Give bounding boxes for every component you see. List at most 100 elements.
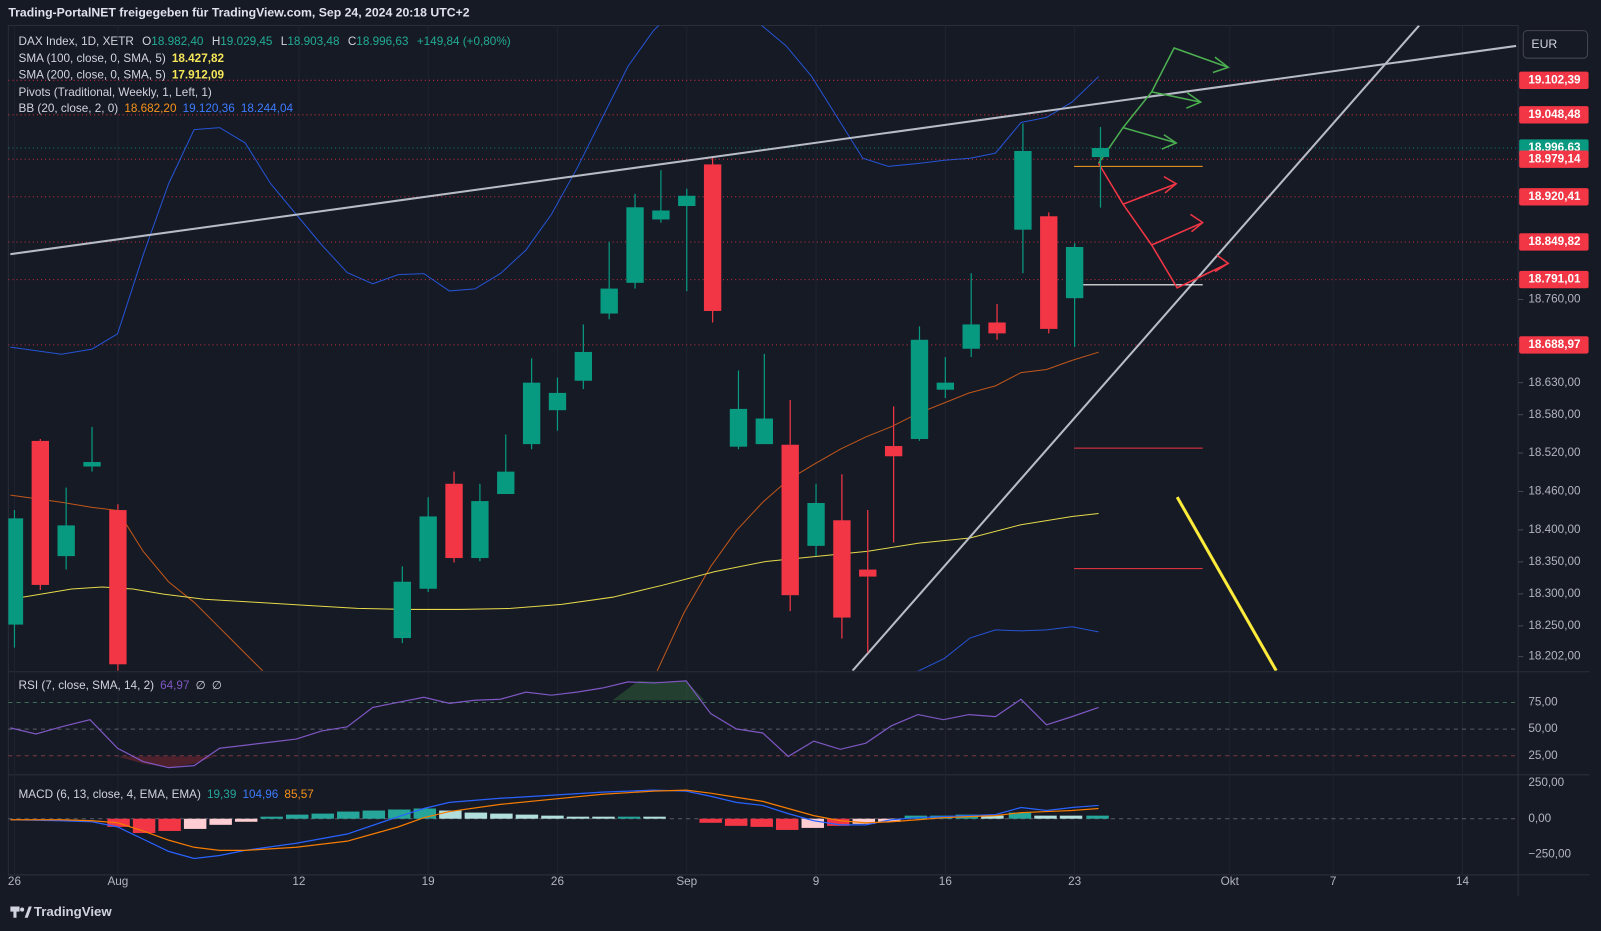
rsi-tick-label: 50,00 (1528, 722, 1558, 735)
price-tick-label: 18.400,00 (1528, 523, 1581, 536)
plot-frame (7, 25, 1519, 876)
candle-body (393, 581, 412, 639)
rsi-tick-label: 75,00 (1528, 696, 1558, 709)
candle-body (600, 288, 618, 314)
time-tick-label: 26 (551, 875, 564, 888)
legend-indicator: SMA (200, close, 0, SMA, 5) 17.912,09 (19, 69, 225, 82)
indicator-value: 18.682,20 (124, 102, 177, 115)
candle-body (910, 339, 929, 439)
time-tick-label: 14 (1456, 875, 1470, 888)
candle-body (652, 210, 670, 220)
price-marker-label: 19.048,48 (1528, 108, 1581, 121)
candle-body (57, 525, 75, 557)
indicator-value: 18.427,82 (172, 52, 225, 65)
projection-line (1175, 496, 1278, 671)
candle-body (8, 518, 24, 625)
change: +149,84 (+0,80%) (417, 35, 511, 48)
indicator-name: SMA (100, close, 0, SMA, 5) (19, 52, 166, 65)
price-marker-label: 18.791,01 (1528, 273, 1581, 286)
price-marker (1519, 106, 1589, 124)
candle-body (807, 502, 825, 546)
price-tick-label: 18.300,00 (1528, 587, 1581, 600)
price-axis: 18.760,00 18.630,00 18.580,00 18.520,00 18.4… (8, 71, 1589, 861)
macd-plot (10, 789, 1109, 860)
price-marker-label: 18.920,41 (1528, 190, 1581, 203)
ohlc-value: 18.982,40 (151, 35, 204, 48)
time-tick-label: 12 (292, 875, 305, 888)
indicator-name: BB (20, close, 2, 0) (19, 102, 119, 115)
price-tick-label: 18.520,00 (1528, 446, 1581, 459)
candle-body (703, 164, 722, 311)
candle-body (962, 324, 980, 349)
price-tick-label: 18.350,00 (1528, 555, 1581, 568)
time-tick-label: 19 (422, 875, 435, 888)
candle-body (1091, 148, 1110, 158)
candle-body (755, 418, 774, 445)
currency-button[interactable] (1522, 30, 1589, 59)
macd-value: 85,57 (284, 788, 313, 801)
candle-body (626, 207, 644, 283)
indicator-name: Pivots (Traditional, Weekly, 1, Left, 1) (19, 86, 212, 99)
candle-body (988, 322, 1006, 334)
ohlc-key: L (281, 35, 288, 48)
time-tick-label: Sep (676, 875, 697, 888)
candle-body (419, 516, 437, 589)
trend-line (851, 25, 1420, 671)
legend-main: DAX Index, 1D, XETR O18.982,40 H19.029,4… (19, 35, 511, 48)
candle-body (445, 483, 463, 559)
macd-tick-label: 250,00 (1528, 776, 1564, 789)
price-tick-label: 18.760,00 (1528, 293, 1581, 306)
currency-label[interactable]: EUR (1531, 37, 1557, 51)
candle-body (1014, 150, 1032, 230)
price-marker (1519, 150, 1589, 168)
macd-tick-label: 0,00 (1528, 812, 1551, 825)
price-marker (1519, 71, 1589, 89)
macd-name: MACD (6, 13, close, 4, EMA, EMA) (19, 788, 201, 801)
candle-body (109, 510, 127, 665)
ohlc-value: 19.029,45 (220, 35, 273, 48)
price-marker-label: 18.688,97 (1528, 338, 1580, 351)
candle-body (781, 444, 799, 596)
trend-line (10, 44, 1517, 256)
candles (8, 123, 1110, 671)
candle-body (574, 351, 593, 381)
rsi-name: RSI (7, close, SMA, 14, 2) (19, 679, 155, 692)
rsi-tick-label: 25,00 (1528, 749, 1558, 762)
price-tick-label: 18.460,00 (1528, 485, 1581, 498)
rsi-plot (10, 680, 1099, 769)
ohlc-value: 18.903,48 (287, 35, 340, 48)
footer-logo (10, 906, 32, 918)
indicator-value: 17.912,09 (172, 69, 225, 82)
time-tick-label: 26 (8, 875, 21, 888)
symbol: DAX Index, 1D, XETR (19, 35, 134, 48)
price-marker-label: 18.849,82 (1528, 235, 1581, 248)
header-title: Trading-PortalNET freigegeben für Tradin… (8, 6, 469, 20)
indicator-value: 19.120,36 (183, 102, 235, 115)
bull-scenario (1097, 47, 1230, 164)
time-tick-label: Okt (1221, 875, 1240, 888)
ohlc-key: H (212, 35, 220, 48)
candle-body (729, 408, 748, 447)
ohlc-value: 18.996,63 (356, 35, 408, 48)
price-marker (1519, 188, 1589, 206)
candle-body (859, 569, 877, 577)
candle-body (678, 195, 696, 207)
bb-basis (10, 494, 264, 671)
indicator-name: SMA (200, close, 0, SMA, 5) (19, 69, 166, 82)
rsi-legend: RSI (7, close, SMA, 14, 2) 64,97 ∅ ∅ (19, 679, 223, 692)
candle-body (884, 446, 903, 457)
time-tick-label: 9 (813, 875, 820, 888)
price-tick-label: 18.202,00 (1528, 650, 1581, 663)
time-axis: 26 Aug 12 19 26 Sep 9 16 23 Okt 7 14 (8, 25, 1470, 888)
macd-value: 104,96 (242, 788, 278, 801)
macd-value: 19,39 (207, 788, 236, 801)
ohlc-key: O (142, 35, 151, 48)
price-marker-label: 19.102,39 (1528, 73, 1581, 86)
candle-body (83, 462, 101, 467)
time-tick-label: 16 (939, 875, 952, 888)
macd-tick-label: −250,00 (1528, 848, 1571, 861)
overlays (10, 25, 1517, 671)
